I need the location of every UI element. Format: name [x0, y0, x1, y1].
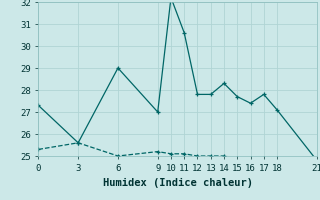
X-axis label: Humidex (Indice chaleur): Humidex (Indice chaleur): [103, 178, 252, 188]
